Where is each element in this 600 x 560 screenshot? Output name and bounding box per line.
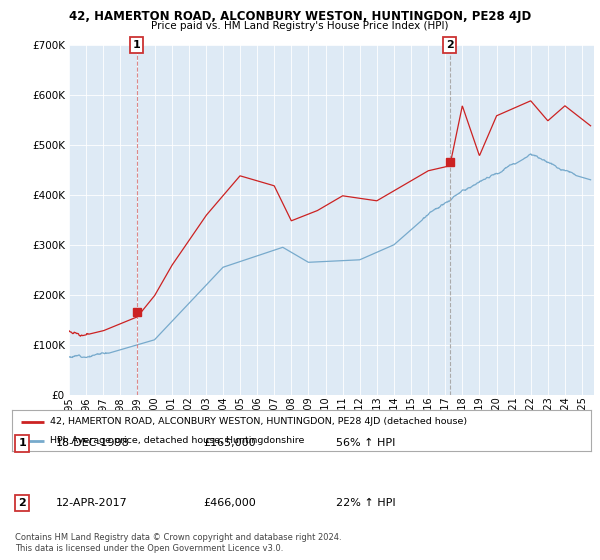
Text: 12-APR-2017: 12-APR-2017 xyxy=(55,498,127,508)
Text: 18-DEC-1998: 18-DEC-1998 xyxy=(55,438,129,449)
Text: 1: 1 xyxy=(133,40,140,50)
Text: 42, HAMERTON ROAD, ALCONBURY WESTON, HUNTINGDON, PE28 4JD (detached house): 42, HAMERTON ROAD, ALCONBURY WESTON, HUN… xyxy=(50,417,467,426)
Text: 22% ↑ HPI: 22% ↑ HPI xyxy=(336,498,396,508)
Text: HPI: Average price, detached house, Huntingdonshire: HPI: Average price, detached house, Hunt… xyxy=(50,436,304,445)
Text: 42, HAMERTON ROAD, ALCONBURY WESTON, HUNTINGDON, PE28 4JD: 42, HAMERTON ROAD, ALCONBURY WESTON, HUN… xyxy=(69,10,531,23)
Text: £165,000: £165,000 xyxy=(203,438,256,449)
Text: 2: 2 xyxy=(446,40,454,50)
Text: 2: 2 xyxy=(19,498,26,508)
Text: Contains HM Land Registry data © Crown copyright and database right 2024.
This d: Contains HM Land Registry data © Crown c… xyxy=(15,533,341,553)
Text: £466,000: £466,000 xyxy=(203,498,256,508)
Text: 56% ↑ HPI: 56% ↑ HPI xyxy=(336,438,395,449)
Text: 1: 1 xyxy=(19,438,26,449)
Text: Price paid vs. HM Land Registry's House Price Index (HPI): Price paid vs. HM Land Registry's House … xyxy=(151,21,449,31)
